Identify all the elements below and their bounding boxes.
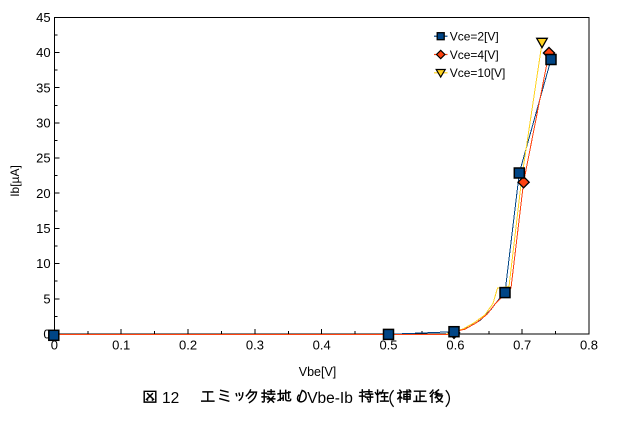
svg-text:15: 15: [36, 221, 50, 236]
svg-text:Vce=4[V]: Vce=4[V]: [450, 48, 499, 62]
svg-text:0.3: 0.3: [246, 338, 264, 353]
svg-text:12: 12: [162, 390, 179, 407]
svg-text:10: 10: [36, 256, 50, 271]
svg-text:0: 0: [43, 327, 50, 342]
svg-text:0.7: 0.7: [513, 338, 531, 353]
svg-text:0.6: 0.6: [446, 338, 464, 353]
svg-text:0.8: 0.8: [580, 338, 598, 353]
svg-text:0.1: 0.1: [112, 338, 130, 353]
svg-text:Vbe-Ib: Vbe-Ib: [307, 390, 353, 407]
svg-text:20: 20: [36, 186, 50, 201]
svg-text:Ib[µA]: Ib[µA]: [8, 165, 22, 197]
svg-text:40: 40: [36, 45, 50, 60]
svg-text:30: 30: [36, 116, 50, 131]
svg-text:Vce=2[V]: Vce=2[V]: [450, 30, 499, 44]
svg-text:0.4: 0.4: [313, 338, 331, 353]
svg-text:45: 45: [36, 10, 50, 25]
svg-text:5: 5: [43, 291, 50, 306]
svg-text:Vce=10[V]: Vce=10[V]: [450, 66, 506, 80]
svg-text:Vbe[V]: Vbe[V]: [299, 365, 337, 379]
svg-text:0.2: 0.2: [179, 338, 197, 353]
svg-text:25: 25: [36, 151, 50, 166]
svg-text:0: 0: [51, 338, 58, 353]
svg-text:0.5: 0.5: [379, 338, 397, 353]
svg-text:35: 35: [36, 80, 50, 95]
